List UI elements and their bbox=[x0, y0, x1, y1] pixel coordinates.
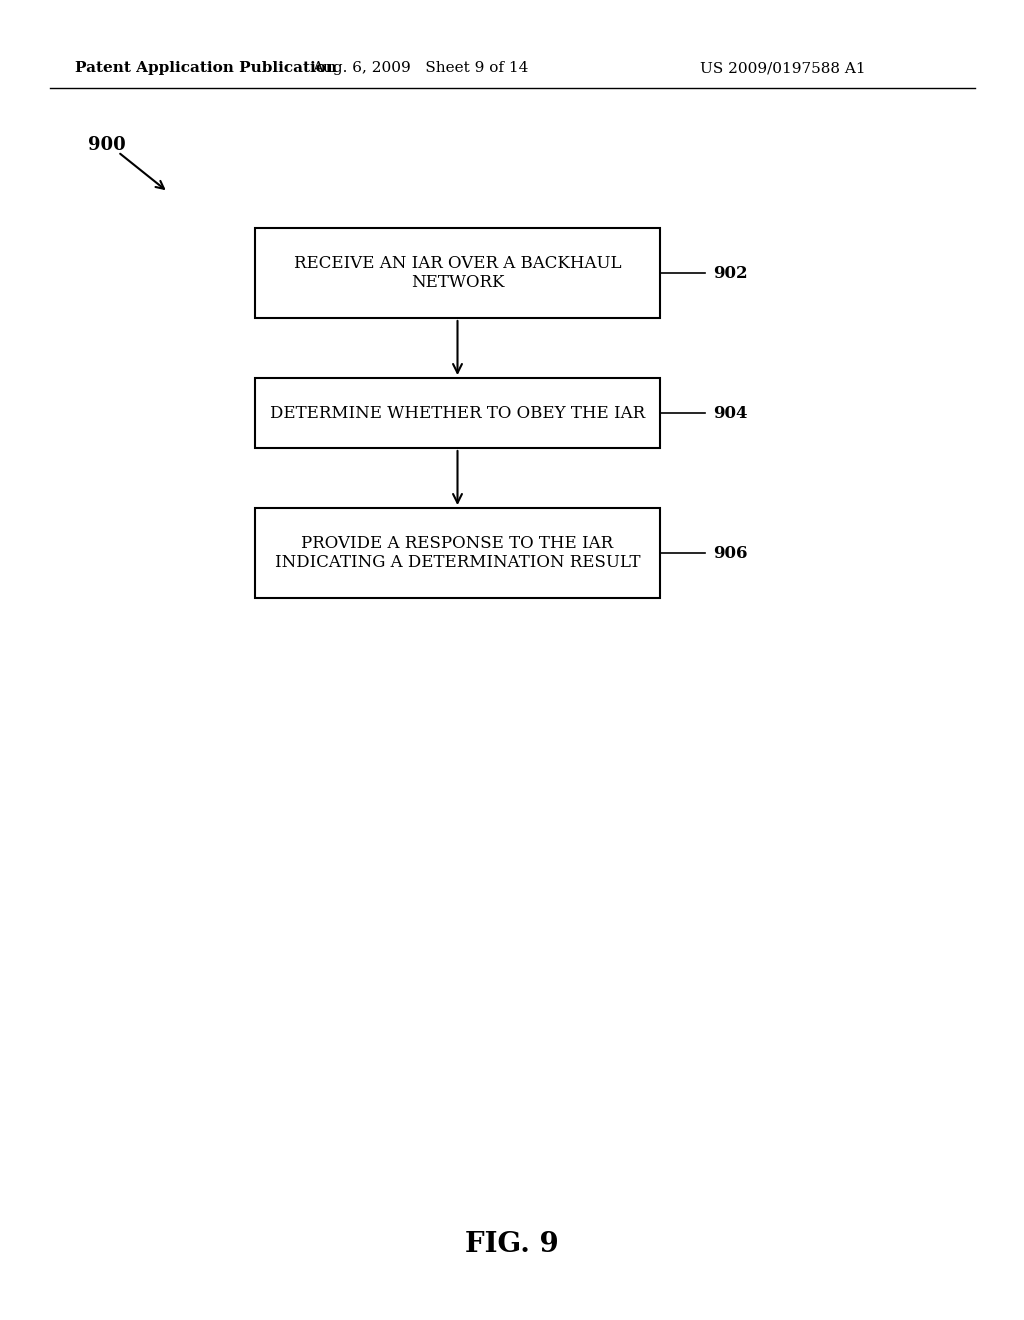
Text: 900: 900 bbox=[88, 136, 126, 154]
Text: DETERMINE WHETHER TO OBEY THE IAR: DETERMINE WHETHER TO OBEY THE IAR bbox=[270, 404, 645, 421]
Text: Patent Application Publication: Patent Application Publication bbox=[75, 61, 337, 75]
Text: 902: 902 bbox=[713, 264, 748, 281]
Bar bbox=[255, 228, 660, 318]
Text: US 2009/0197588 A1: US 2009/0197588 A1 bbox=[700, 61, 865, 75]
Text: Aug. 6, 2009   Sheet 9 of 14: Aug. 6, 2009 Sheet 9 of 14 bbox=[312, 61, 528, 75]
Text: 904: 904 bbox=[713, 404, 748, 421]
Text: PROVIDE A RESPONSE TO THE IAR
INDICATING A DETERMINATION RESULT: PROVIDE A RESPONSE TO THE IAR INDICATING… bbox=[274, 535, 640, 572]
Bar bbox=[255, 508, 660, 598]
Text: 906: 906 bbox=[713, 544, 748, 561]
Text: RECEIVE AN IAR OVER A BACKHAUL
NETWORK: RECEIVE AN IAR OVER A BACKHAUL NETWORK bbox=[294, 255, 622, 292]
Text: FIG. 9: FIG. 9 bbox=[465, 1232, 559, 1258]
Bar bbox=[255, 378, 660, 447]
